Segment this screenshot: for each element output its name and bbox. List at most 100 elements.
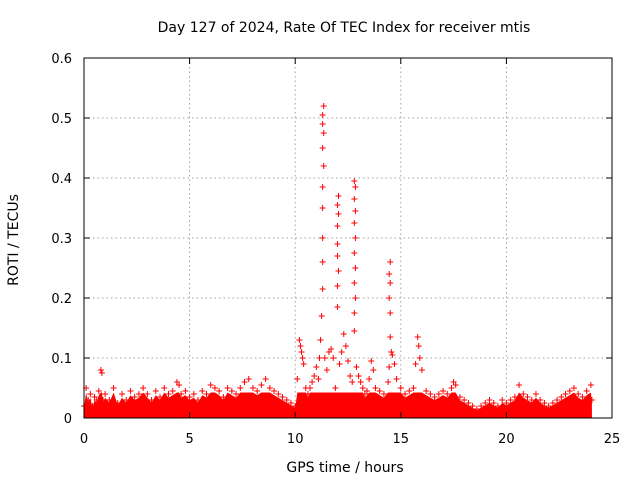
data-point xyxy=(275,391,282,397)
data-point xyxy=(319,184,326,190)
data-point xyxy=(524,394,531,400)
data-point xyxy=(389,352,396,358)
data-point xyxy=(131,394,138,400)
data-point xyxy=(444,391,451,397)
data-point xyxy=(541,400,548,406)
data-point xyxy=(279,394,286,400)
grid xyxy=(84,58,612,418)
data-point xyxy=(228,388,235,394)
background-noise-band xyxy=(84,392,592,418)
data-point xyxy=(106,397,113,403)
data-point xyxy=(435,391,442,397)
data-point xyxy=(456,394,463,400)
data-point xyxy=(423,388,430,394)
data-point xyxy=(336,361,343,367)
data-point xyxy=(545,403,552,409)
data-point xyxy=(351,328,358,334)
data-point xyxy=(490,400,497,406)
data-point xyxy=(372,385,379,391)
y-axis-label: ROTI / TECUs xyxy=(6,194,22,286)
data-point xyxy=(494,403,501,409)
data-point xyxy=(352,208,359,214)
data-point xyxy=(499,397,506,403)
data-point xyxy=(349,379,356,385)
data-point xyxy=(262,376,269,382)
data-point xyxy=(258,382,265,388)
data-point xyxy=(319,235,326,241)
data-point xyxy=(320,103,327,109)
data-point xyxy=(304,391,311,397)
y-tick-label: 0 xyxy=(64,412,72,427)
data-point xyxy=(320,130,327,136)
data-point xyxy=(334,304,341,310)
data-point xyxy=(85,397,92,403)
data-point xyxy=(583,388,590,394)
data-point xyxy=(135,391,142,397)
data-point xyxy=(306,385,313,391)
data-point xyxy=(186,394,193,400)
data-point xyxy=(532,391,539,397)
x-tick-label: 5 xyxy=(185,432,193,447)
data-point xyxy=(376,388,383,394)
axis-ticks xyxy=(83,57,613,419)
data-point xyxy=(370,367,377,373)
data-point xyxy=(144,391,151,397)
data-point xyxy=(300,361,307,367)
data-point xyxy=(152,388,159,394)
data-point xyxy=(366,376,373,382)
data-point xyxy=(169,388,176,394)
data-point xyxy=(368,358,375,364)
data-point xyxy=(386,295,393,301)
data-point xyxy=(102,391,109,397)
data-point xyxy=(127,388,134,394)
data-point xyxy=(511,394,518,400)
data-point xyxy=(412,361,419,367)
data-point xyxy=(241,379,248,385)
data-point xyxy=(566,388,573,394)
data-point xyxy=(233,391,240,397)
data-point xyxy=(299,355,306,361)
data-point xyxy=(195,397,202,403)
data-point xyxy=(359,385,366,391)
data-point xyxy=(380,391,387,397)
data-point xyxy=(588,397,595,403)
data-point xyxy=(461,397,468,403)
data-point xyxy=(292,403,299,409)
data-point xyxy=(364,388,371,394)
data-point xyxy=(338,349,345,355)
data-point xyxy=(414,334,421,340)
data-point xyxy=(319,112,326,118)
data-point xyxy=(114,400,121,406)
y-tick-label: 0.4 xyxy=(51,172,72,187)
data-point xyxy=(357,379,364,385)
data-point xyxy=(334,283,341,289)
data-point xyxy=(319,121,326,127)
data-point xyxy=(332,385,339,391)
data-point xyxy=(182,388,189,394)
data-point xyxy=(335,193,342,199)
data-point xyxy=(287,400,294,406)
data-point xyxy=(318,313,325,319)
data-point xyxy=(321,355,328,361)
data-point xyxy=(100,397,107,403)
data-point xyxy=(207,382,214,388)
y-tick-label: 0.2 xyxy=(51,292,72,307)
data-point xyxy=(296,337,303,343)
data-point xyxy=(87,391,94,397)
data-point xyxy=(352,265,359,271)
data-point xyxy=(334,241,341,247)
data-point xyxy=(199,388,206,394)
data-point xyxy=(245,376,252,382)
data-point xyxy=(176,382,183,388)
data-point xyxy=(237,385,244,391)
data-point xyxy=(203,391,210,397)
data-point xyxy=(309,379,316,385)
data-point xyxy=(351,310,358,316)
data-point xyxy=(427,391,434,397)
data-point xyxy=(386,271,393,277)
data-point xyxy=(355,373,362,379)
data-point xyxy=(97,367,104,373)
data-point xyxy=(353,364,360,370)
data-point xyxy=(311,373,318,379)
x-axis-label: GPS time / hours xyxy=(286,460,403,476)
